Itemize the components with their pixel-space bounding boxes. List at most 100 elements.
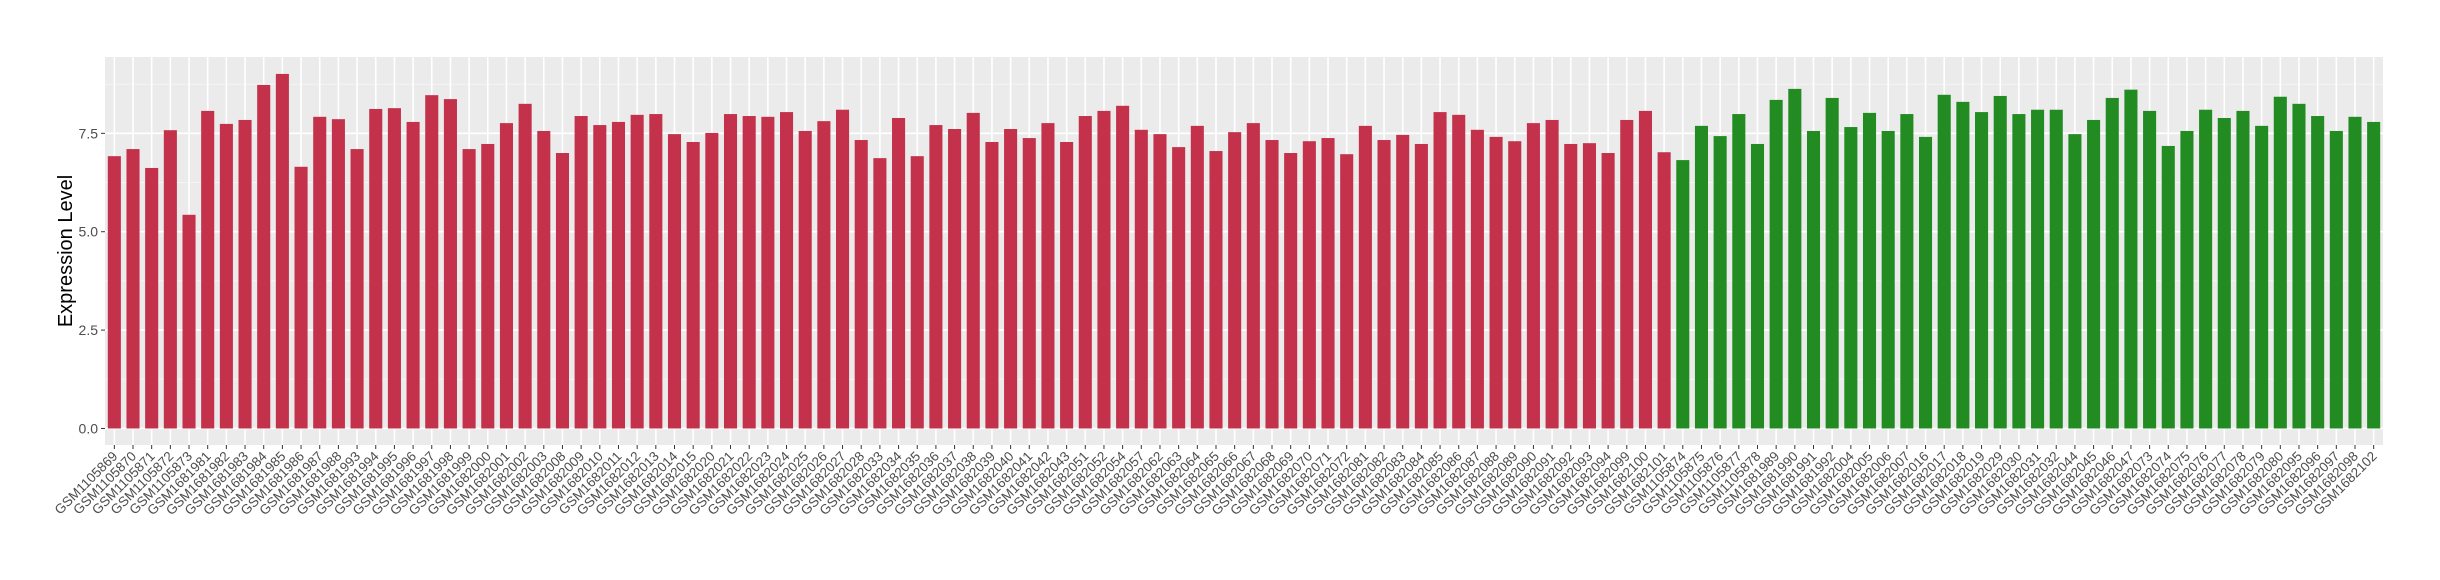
bar-GSM1682072 (1340, 154, 1354, 429)
bar-GSM1682052 (1097, 110, 1111, 429)
bar-GSM1682071 (1321, 138, 1335, 429)
bar-GSM1105876 (1713, 136, 1727, 429)
bar-GSM1682012 (630, 114, 644, 429)
bar-GSM1682095 (2292, 103, 2306, 429)
bar-GSM1682023 (761, 116, 775, 429)
bar-GSM1682004 (1844, 127, 1858, 429)
bar-GSM1105871 (145, 167, 159, 429)
bar-GSM1682022 (742, 116, 756, 429)
bar-GSM1681990 (1788, 88, 1802, 429)
bar-GSM1681997 (425, 95, 439, 429)
bar-GSM1682066 (1228, 132, 1242, 429)
bar-GSM1682090 (1526, 123, 1540, 429)
bar-GSM1682092 (1564, 143, 1578, 429)
bar-GSM1681998 (443, 99, 457, 429)
bar-GSM1682007 (1900, 114, 1914, 429)
bar-GSM1682082 (1377, 140, 1391, 429)
bar-GSM1682017 (1937, 94, 1951, 429)
bar-GSM1682047 (2124, 89, 2138, 429)
bar-GSM1682044 (2068, 134, 2082, 429)
bar-GSM1682079 (2255, 125, 2269, 429)
bar-GSM1682008 (555, 153, 570, 429)
bar-GSM1682010 (593, 125, 607, 429)
bar-GSM1682005 (1862, 112, 1877, 429)
y-tick-label: 0.0 (79, 420, 99, 436)
bar-GSM1682038 (966, 112, 980, 429)
bar-GSM1682019 (1975, 112, 1989, 429)
bar-GSM1682065 (1209, 151, 1223, 429)
bar-GSM1682089 (1508, 141, 1522, 429)
bar-GSM1682032 (2049, 109, 2063, 429)
bar-GSM1682098 (2348, 116, 2362, 429)
bar-GSM1681981 (201, 110, 215, 429)
bar-GSM1681989 (1769, 99, 1783, 429)
y-axis: 0.0 2.5 5.0 7.5 (79, 125, 105, 436)
bar-GSM1682070 (1302, 141, 1316, 429)
bar-GSM1105875 (1694, 125, 1709, 429)
bar-GSM1682025 (798, 130, 812, 429)
bar-GSM1682040 (1004, 129, 1018, 429)
bar-GSM1682011 (611, 121, 626, 429)
bar-GSM1682026 (817, 121, 831, 429)
bar-GSM1682069 (1284, 153, 1298, 429)
bar-GSM1682013 (649, 114, 663, 429)
bar-GSM1682057 (1134, 129, 1148, 429)
bar-GSM1682041 (1022, 138, 1036, 429)
bar-GSM1682096 (2311, 116, 2325, 429)
bar-GSM1682006 (1881, 130, 1895, 429)
bar-GSM1682091 (1545, 119, 1559, 429)
bar-GSM1682078 (2236, 110, 2250, 429)
y-tick-label: 5.0 (79, 224, 99, 240)
bar-GSM1682043 (1060, 141, 1074, 429)
bar-GSM1681987 (313, 116, 327, 429)
bar-GSM1682020 (705, 132, 719, 429)
bar-GSM1682074 (2161, 145, 2175, 429)
bar-GSM1682075 (2180, 130, 2194, 429)
bar-GSM1105870 (126, 149, 140, 429)
x-axis: GSM1105869GSM1105870GSM1105871GSM1105872… (52, 445, 2380, 518)
bar-GSM1681992 (1825, 97, 1839, 429)
bar-GSM1682073 (2143, 110, 2157, 429)
bar-GSM1682083 (1396, 134, 1410, 429)
bar-GSM1682054 (1116, 105, 1130, 429)
bar-GSM1681993 (350, 149, 364, 429)
bar-GSM1682030 (2012, 114, 2026, 429)
bar-GSM1681986 (294, 166, 308, 429)
bar-GSM1681985 (275, 73, 289, 429)
bar-GSM1682077 (2217, 117, 2231, 429)
bar-GSM1682027 (836, 109, 850, 429)
y-axis-title: Expression Level (55, 175, 77, 327)
bar-GSM1681999 (462, 149, 476, 429)
bar-GSM1682018 (1956, 101, 1970, 429)
bar-GSM1681994 (369, 108, 383, 429)
bar-GSM1682081 (1358, 125, 1372, 429)
bar-GSM1682094 (1601, 153, 1615, 429)
bar-GSM1682099 (1620, 119, 1634, 429)
bar-GSM1682084 (1414, 143, 1428, 429)
bars (107, 73, 2381, 429)
bar-GSM1682000 (481, 143, 495, 429)
bar-GSM1682021 (723, 114, 738, 429)
bar-GSM1682002 (518, 103, 532, 429)
bar-GSM1105872 (163, 130, 177, 429)
bar-GSM1682028 (854, 140, 868, 429)
bar-GSM1682088 (1489, 136, 1503, 429)
bar-GSM1105878 (1750, 143, 1765, 429)
bar-GSM1682031 (2031, 109, 2045, 429)
bar-GSM1682063 (1172, 147, 1186, 429)
bar-GSM1681984 (257, 84, 271, 429)
bar-GSM1682068 (1265, 140, 1279, 429)
bar-GSM1682042 (1041, 123, 1055, 429)
bar-GSM1681988 (331, 119, 345, 429)
bar-GSM1105869 (107, 156, 121, 429)
bar-GSM1682080 (2273, 96, 2287, 429)
bar-GSM1682102 (2367, 121, 2381, 429)
bar-GSM1682009 (574, 116, 588, 429)
bar-GSM1682062 (1153, 134, 1167, 429)
bar-GSM1681996 (406, 121, 420, 429)
bar-GSM1681983 (238, 119, 252, 429)
y-tick-label: 2.5 (79, 322, 99, 338)
bar-GSM1682087 (1470, 129, 1484, 429)
bar-GSM1682046 (2105, 97, 2119, 429)
